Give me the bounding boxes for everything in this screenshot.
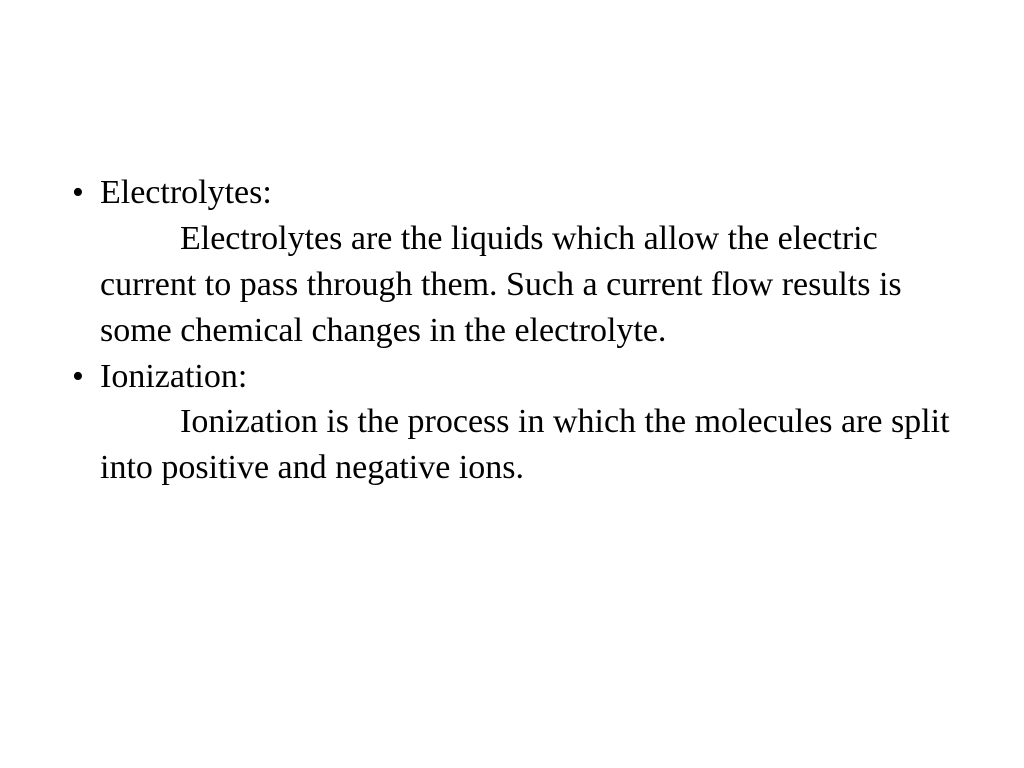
list-item: • Ionization: Ionization is the process …	[60, 354, 964, 492]
list-item: • Electrolytes: Electrolytes are the liq…	[60, 170, 964, 354]
definition-text: Ionization is the process in which the m…	[100, 399, 964, 491]
bullet-icon: •	[72, 170, 84, 216]
definition-text: Electrolytes are the liquids which allow…	[100, 216, 964, 354]
bullet-icon: •	[72, 354, 84, 400]
slide-content: • Electrolytes: Electrolytes are the liq…	[0, 0, 1024, 768]
bullet-list: • Electrolytes: Electrolytes are the liq…	[60, 170, 964, 491]
term-label: Electrolytes:	[100, 170, 964, 216]
term-label: Ionization:	[100, 354, 964, 400]
